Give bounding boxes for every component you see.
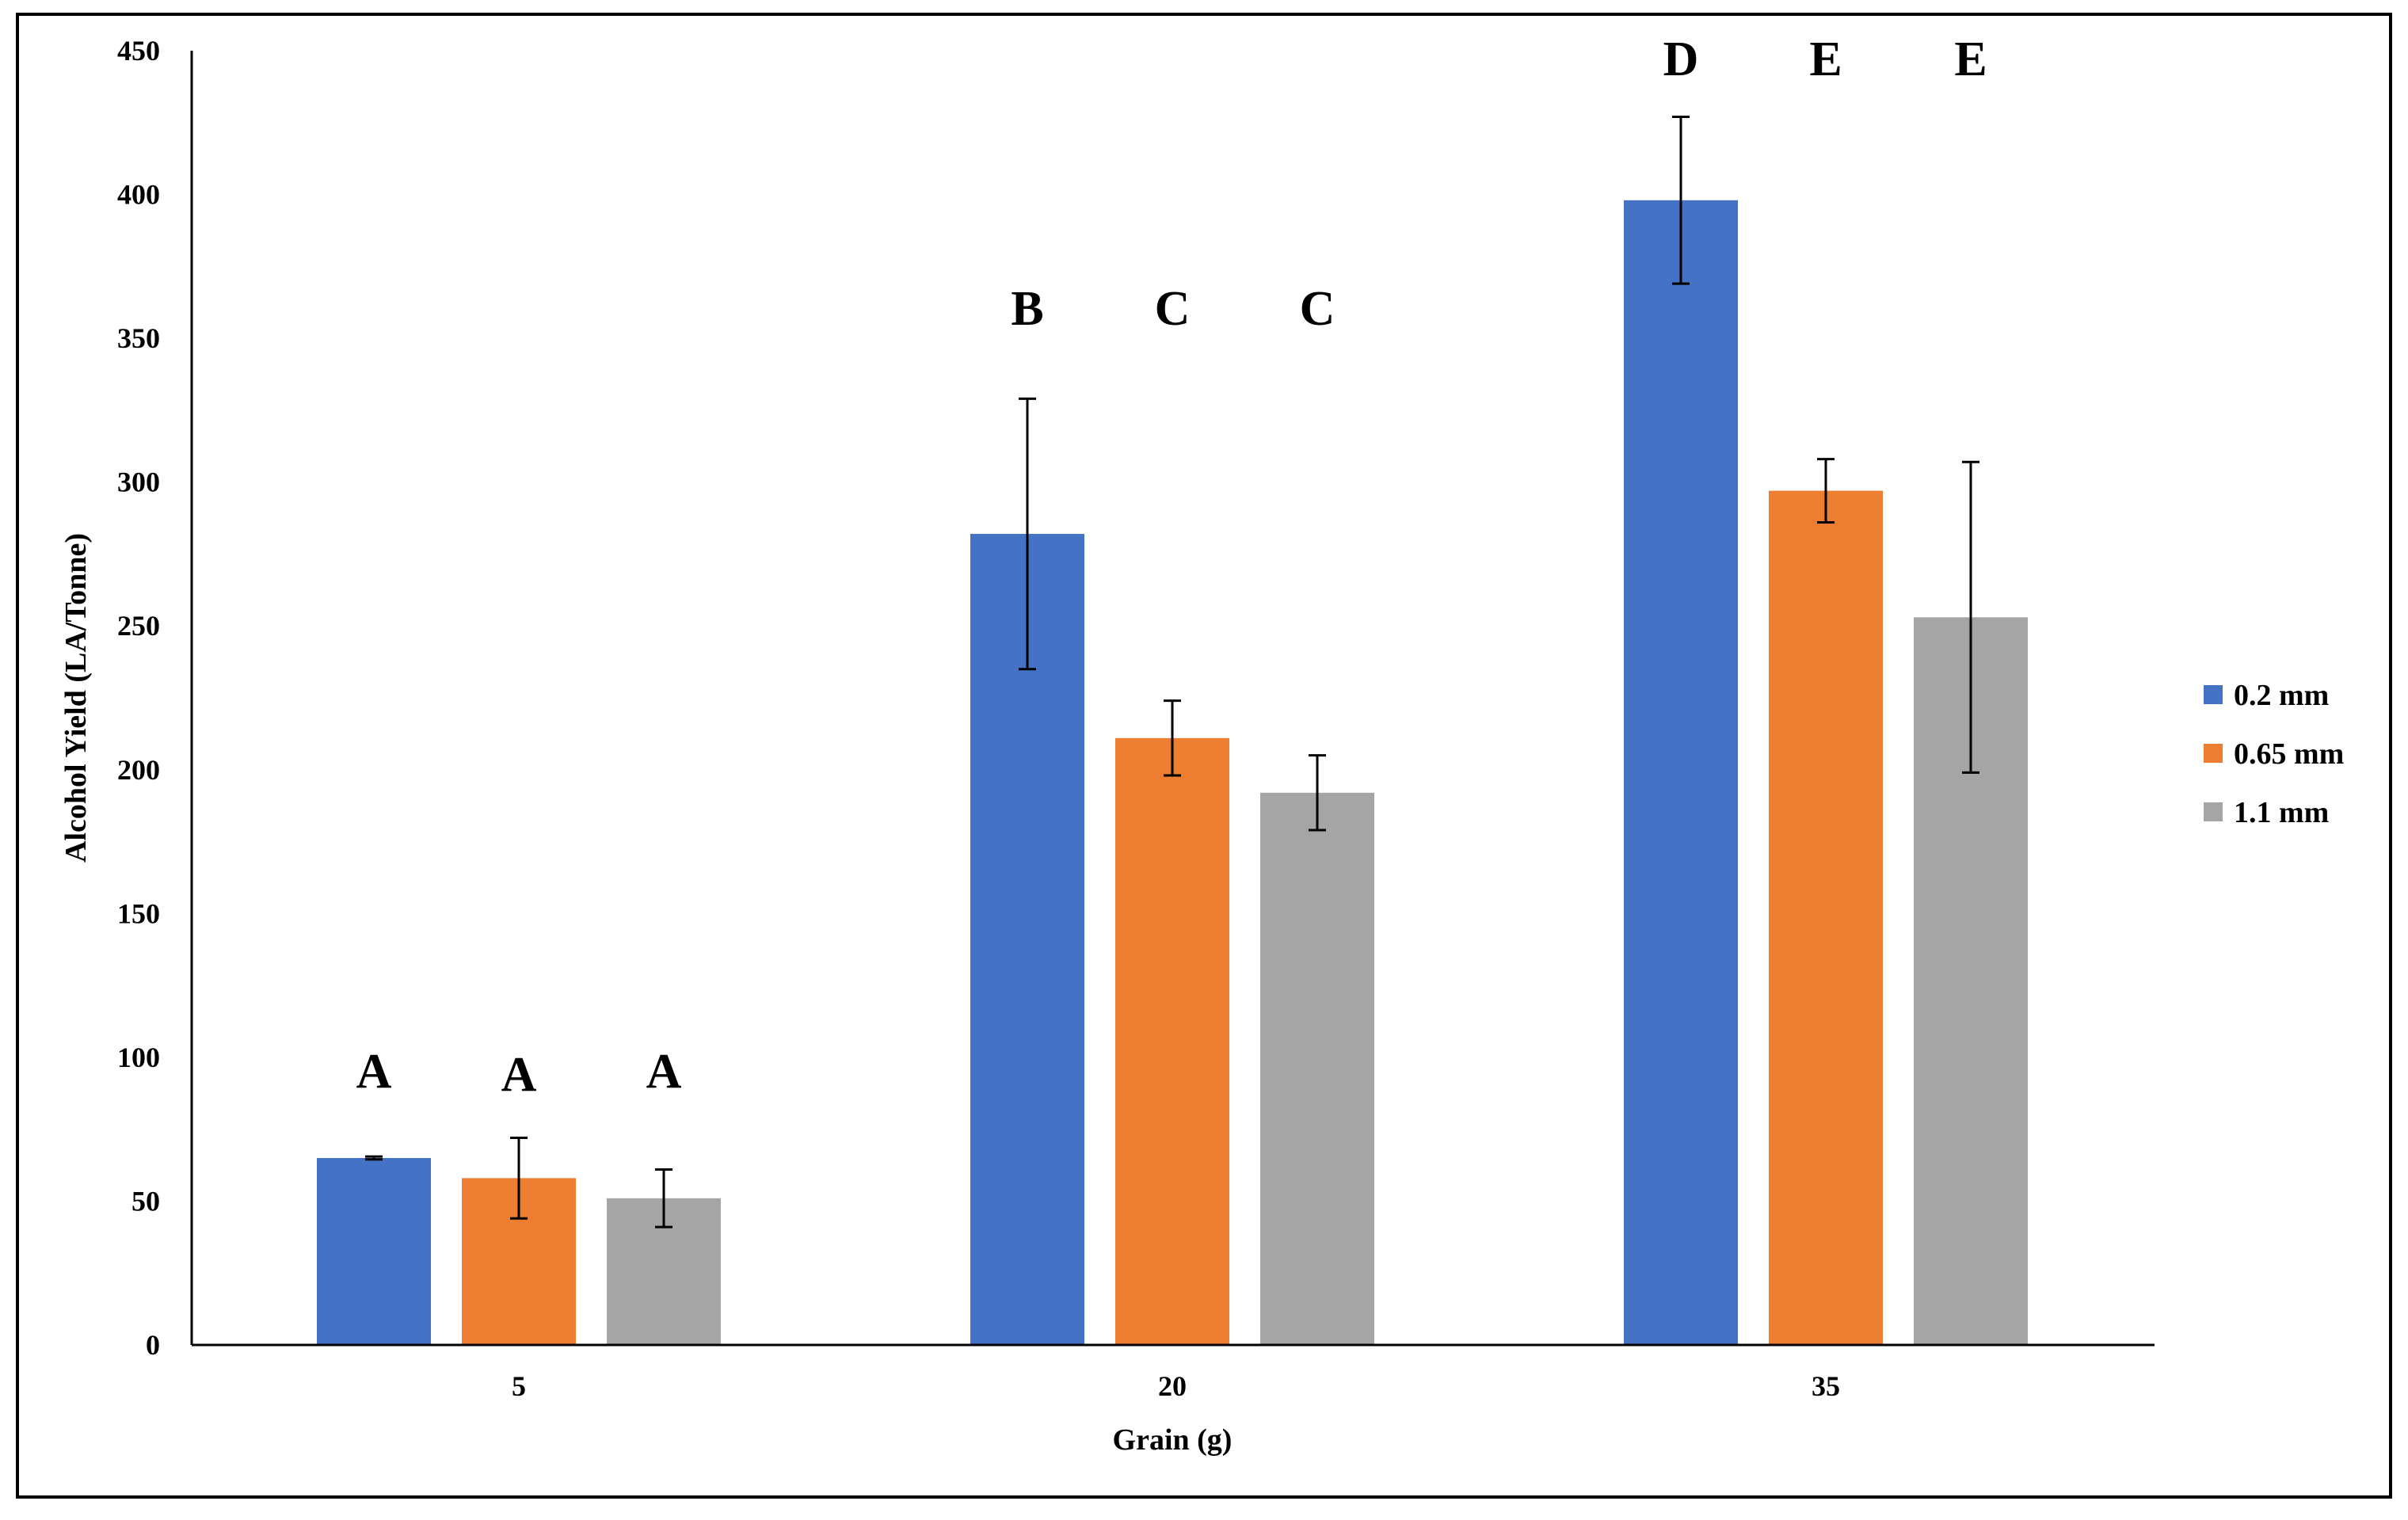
significance-letter: E (1954, 32, 1987, 86)
legend-label: 0.65 mm (2234, 737, 2344, 771)
y-tick-label: 0 (146, 1329, 160, 1361)
legend-swatch (2204, 744, 2223, 763)
significance-letter: A (501, 1048, 537, 1102)
legend-item: 0.65 mm (2204, 737, 2344, 771)
y-tick-label: 150 (117, 897, 160, 929)
x-tick-label: 20 (1158, 1370, 1187, 1402)
bar-0-65-mm-20 (1115, 737, 1229, 1345)
y-tick-label: 100 (117, 1042, 160, 1073)
legend-swatch (2204, 802, 2223, 821)
bar-0-2-mm-5 (317, 1157, 431, 1345)
y-tick-label: 300 (117, 467, 160, 498)
error-bar-35-2 (1962, 460, 1979, 774)
y-tick-labels: 0 50 100 150 200 250 300 350 400 450 (117, 35, 160, 1361)
legend-item: 0.2 mm (2204, 679, 2329, 712)
bar-0-2-mm-35 (1624, 200, 1738, 1346)
error-bar-35-1 (1817, 458, 1835, 524)
legend: 0.2 mm 0.65 mm 1.1 mm (2204, 679, 2344, 829)
y-tick-label: 250 (117, 610, 160, 642)
significance-letter: C (1300, 282, 1335, 336)
error-bar-5-0 (365, 1155, 383, 1161)
significance-letter: E (1809, 32, 1842, 86)
significance-letter: A (646, 1045, 682, 1099)
y-tick-label: 50 (131, 1185, 160, 1217)
y-axis-title: Alcohol Yield (LA/Tonne) (59, 533, 93, 863)
error-bar-35-0 (1672, 116, 1690, 285)
error-bar-5-1 (510, 1137, 528, 1220)
x-tick-label: 5 (512, 1370, 526, 1402)
error-bar-20-0 (1019, 397, 1036, 671)
legend-item: 1.1 mm (2204, 796, 2329, 829)
y-tick-label: 400 (117, 179, 160, 211)
significance-letter: D (1663, 32, 1699, 86)
significance-letter: C (1155, 282, 1191, 336)
error-bar-20-1 (1164, 699, 1181, 777)
legend-swatch (2204, 685, 2223, 704)
error-bar-5-2 (655, 1168, 672, 1229)
significance-letter: A (356, 1045, 392, 1099)
significance-letter: B (1011, 282, 1043, 336)
plot-area: A B D A C E A C E (317, 32, 2028, 1346)
bar-0-65-mm-35 (1769, 490, 1883, 1345)
legend-label: 0.2 mm (2234, 679, 2329, 712)
x-tick-label: 35 (1812, 1370, 1840, 1402)
error-bar-20-2 (1309, 754, 1326, 832)
x-axis-title: Grain (g) (1113, 1423, 1233, 1457)
y-tick-label: 350 (117, 322, 160, 354)
bar-1-1-mm-20 (1260, 792, 1374, 1345)
y-tick-label: 450 (117, 35, 160, 67)
x-tick-labels: 5 20 35 (512, 1370, 1840, 1402)
legend-label: 1.1 mm (2234, 796, 2329, 829)
y-tick-label: 200 (117, 754, 160, 786)
